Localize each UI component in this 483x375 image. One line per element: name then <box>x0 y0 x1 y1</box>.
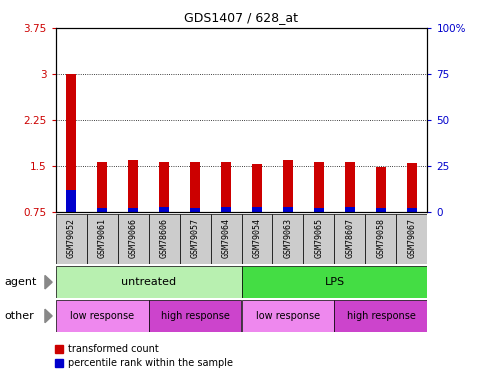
Polygon shape <box>45 275 52 289</box>
Bar <box>149 214 180 264</box>
Bar <box>221 207 231 212</box>
Bar <box>66 74 76 212</box>
Bar <box>334 300 427 332</box>
Text: GSM79052: GSM79052 <box>67 218 75 258</box>
Bar <box>97 162 107 212</box>
Bar <box>313 208 325 212</box>
Text: low response: low response <box>70 311 134 321</box>
Bar <box>56 214 86 264</box>
Text: GSM79064: GSM79064 <box>222 218 230 258</box>
Bar <box>158 207 170 212</box>
Bar <box>128 160 139 212</box>
Text: low response: low response <box>256 311 320 321</box>
Bar <box>252 164 262 212</box>
Polygon shape <box>45 309 52 322</box>
Text: GSM79067: GSM79067 <box>408 218 416 258</box>
Text: GSM79063: GSM79063 <box>284 218 293 258</box>
Bar <box>366 214 397 264</box>
Text: GSM79058: GSM79058 <box>376 218 385 258</box>
Bar <box>344 207 355 212</box>
Bar <box>272 214 303 264</box>
Text: untreated: untreated <box>121 277 176 287</box>
Bar <box>376 167 386 212</box>
Text: GDS1407 / 628_at: GDS1407 / 628_at <box>185 11 298 24</box>
Bar <box>158 162 170 212</box>
Bar <box>128 208 139 212</box>
Text: GSM78607: GSM78607 <box>345 218 355 258</box>
Bar <box>86 214 117 264</box>
Bar <box>242 266 427 298</box>
Text: high response: high response <box>346 311 415 321</box>
Text: LPS: LPS <box>325 277 344 287</box>
Bar <box>149 300 242 332</box>
Bar <box>334 214 366 264</box>
Bar <box>66 190 76 212</box>
Bar <box>313 162 325 212</box>
Bar <box>242 214 272 264</box>
Bar <box>221 162 231 212</box>
Text: high response: high response <box>160 311 229 321</box>
Bar <box>190 208 200 212</box>
Bar <box>283 160 293 212</box>
Bar <box>242 300 334 332</box>
Bar <box>56 266 242 298</box>
Bar <box>211 214 242 264</box>
Text: GSM79065: GSM79065 <box>314 218 324 258</box>
Bar <box>407 208 417 212</box>
Bar <box>252 207 262 212</box>
Bar <box>397 214 427 264</box>
Bar <box>376 208 386 212</box>
Bar <box>344 162 355 212</box>
Bar <box>190 162 200 212</box>
Bar <box>56 300 149 332</box>
Text: GSM79054: GSM79054 <box>253 218 261 258</box>
Bar <box>117 214 149 264</box>
Text: GSM79066: GSM79066 <box>128 218 138 258</box>
Legend: transformed count, percentile rank within the sample: transformed count, percentile rank withi… <box>51 340 237 372</box>
Text: agent: agent <box>5 277 37 287</box>
Text: GSM78606: GSM78606 <box>159 218 169 258</box>
Bar <box>283 207 293 212</box>
Text: other: other <box>5 311 35 321</box>
Bar <box>97 208 107 212</box>
Bar <box>180 214 211 264</box>
Text: GSM79057: GSM79057 <box>190 218 199 258</box>
Bar <box>303 214 334 264</box>
Text: GSM79061: GSM79061 <box>98 218 107 258</box>
Bar <box>407 164 417 212</box>
